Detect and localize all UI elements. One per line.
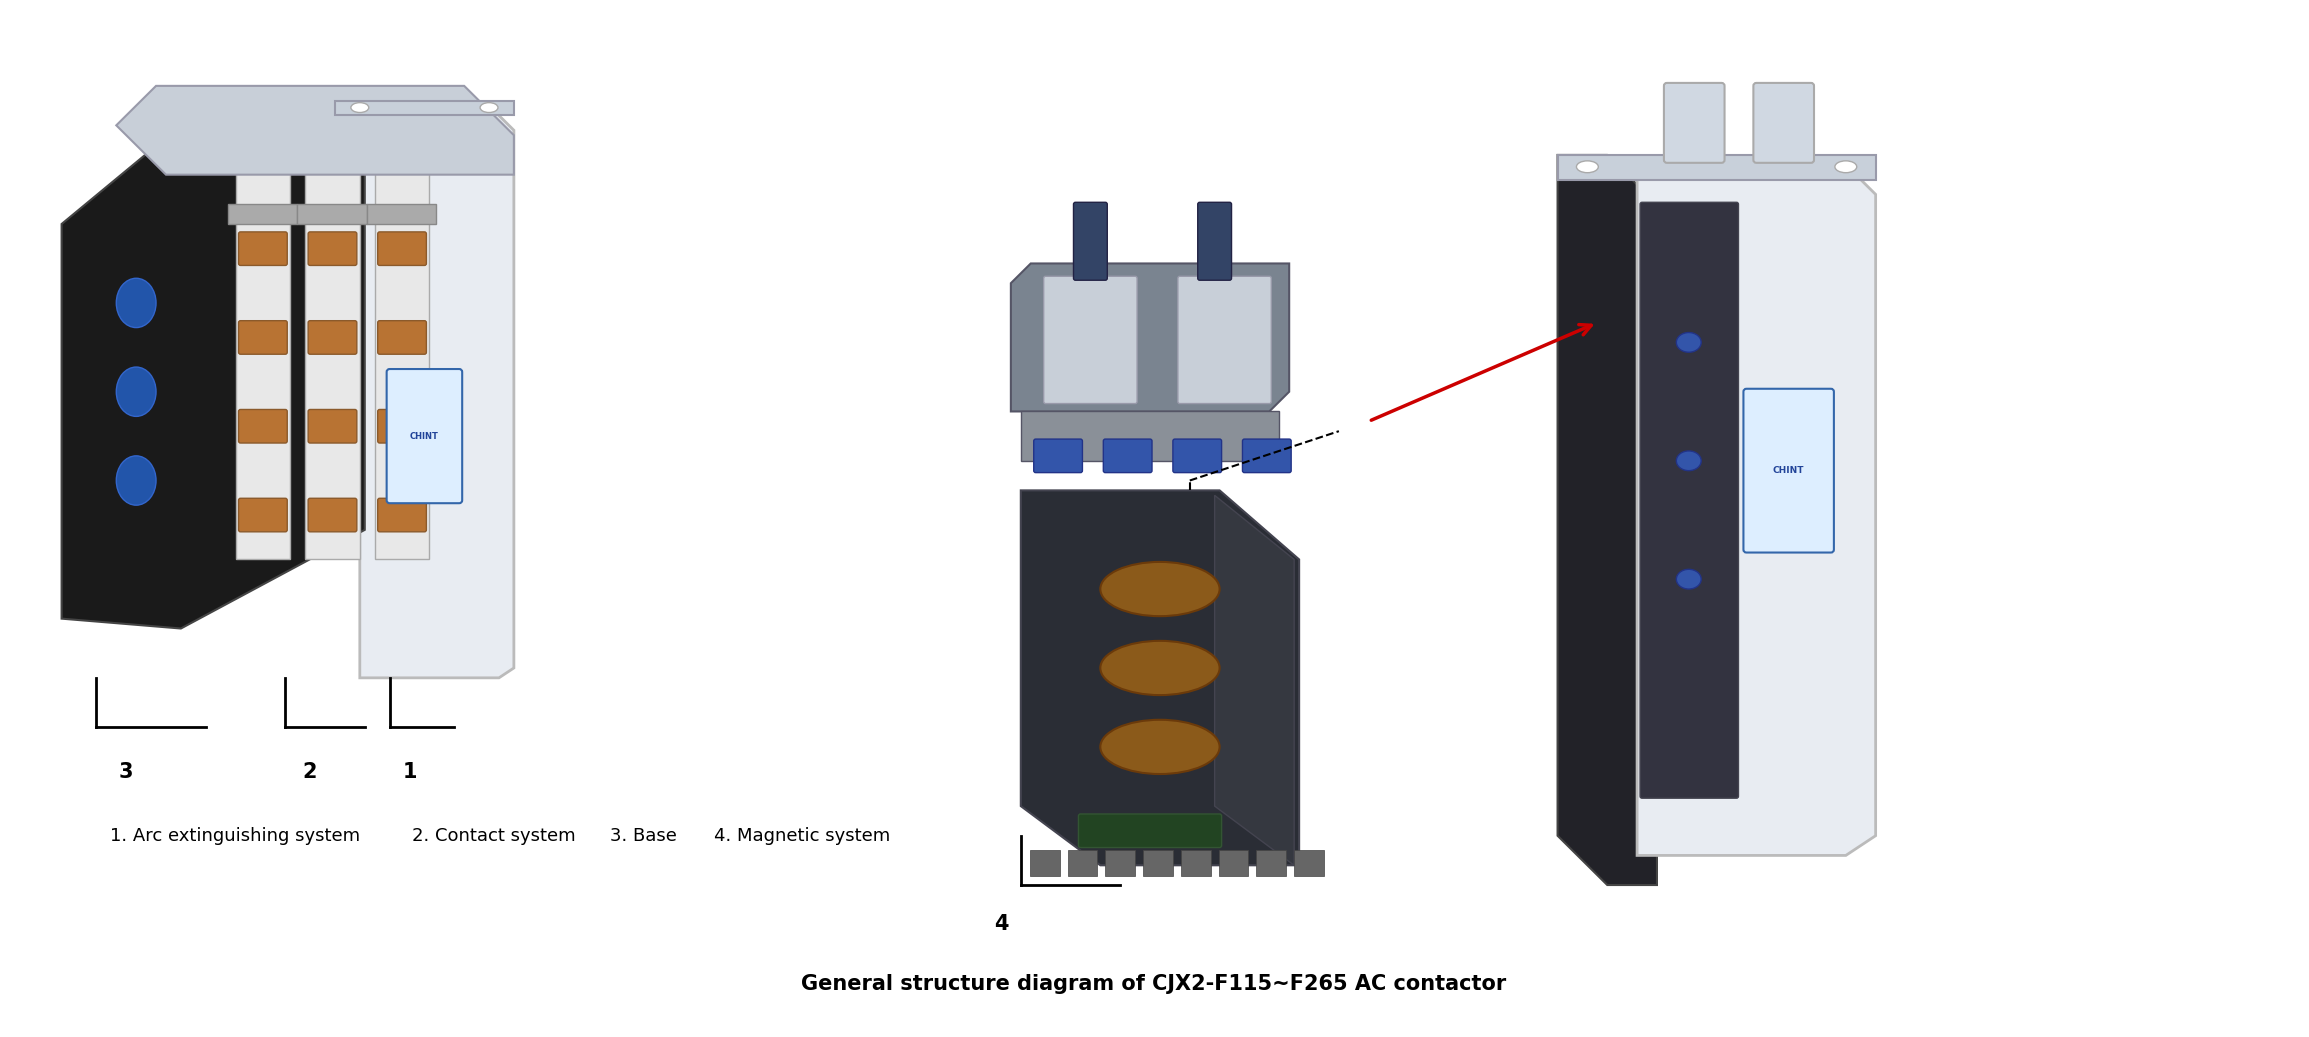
FancyBboxPatch shape [1044, 276, 1136, 403]
Ellipse shape [115, 456, 157, 505]
FancyBboxPatch shape [238, 232, 286, 265]
FancyBboxPatch shape [307, 410, 358, 443]
Ellipse shape [480, 103, 499, 112]
Ellipse shape [115, 367, 157, 417]
Polygon shape [335, 101, 515, 115]
FancyBboxPatch shape [1180, 849, 1210, 876]
Polygon shape [1215, 496, 1293, 865]
FancyBboxPatch shape [1198, 202, 1231, 280]
Polygon shape [374, 165, 429, 559]
Text: 3: 3 [120, 761, 134, 782]
Ellipse shape [1101, 720, 1219, 774]
FancyBboxPatch shape [1173, 439, 1221, 473]
Text: 1: 1 [402, 761, 416, 782]
FancyBboxPatch shape [238, 498, 286, 532]
FancyBboxPatch shape [1078, 814, 1221, 847]
Ellipse shape [1676, 333, 1702, 353]
FancyBboxPatch shape [1242, 439, 1291, 473]
Ellipse shape [1676, 451, 1702, 471]
Polygon shape [115, 86, 515, 174]
FancyBboxPatch shape [1030, 849, 1060, 876]
Polygon shape [1021, 412, 1279, 460]
FancyBboxPatch shape [238, 410, 286, 443]
FancyBboxPatch shape [298, 204, 367, 224]
FancyBboxPatch shape [367, 204, 436, 224]
FancyBboxPatch shape [1219, 849, 1249, 876]
FancyBboxPatch shape [1143, 849, 1173, 876]
FancyBboxPatch shape [1034, 439, 1083, 473]
Text: 1. Arc extinguishing system: 1. Arc extinguishing system [111, 826, 360, 845]
FancyBboxPatch shape [307, 320, 358, 355]
FancyBboxPatch shape [1106, 849, 1136, 876]
Polygon shape [1021, 491, 1300, 865]
Text: CHINT: CHINT [411, 431, 439, 441]
Polygon shape [1559, 155, 1875, 179]
FancyBboxPatch shape [379, 498, 427, 532]
Text: CHINT: CHINT [1773, 467, 1803, 475]
Polygon shape [236, 165, 291, 559]
Polygon shape [360, 106, 515, 678]
Text: 3. Base: 3. Base [610, 826, 677, 845]
FancyBboxPatch shape [379, 320, 427, 355]
Polygon shape [1011, 263, 1288, 412]
FancyBboxPatch shape [1743, 389, 1833, 553]
FancyBboxPatch shape [1665, 83, 1725, 163]
Polygon shape [1559, 155, 1658, 885]
FancyBboxPatch shape [1074, 202, 1108, 280]
Polygon shape [1637, 174, 1875, 856]
Ellipse shape [351, 103, 369, 112]
Ellipse shape [1577, 161, 1598, 173]
FancyBboxPatch shape [1256, 849, 1286, 876]
Text: 4. Magnetic system: 4. Magnetic system [713, 826, 891, 845]
Ellipse shape [1101, 562, 1219, 616]
Ellipse shape [1836, 161, 1856, 173]
FancyBboxPatch shape [229, 204, 298, 224]
Text: 2: 2 [302, 761, 316, 782]
Ellipse shape [1101, 641, 1219, 695]
FancyBboxPatch shape [1067, 849, 1097, 876]
Text: General structure diagram of CJX2-F115~F265 AC contactor: General structure diagram of CJX2-F115~F… [801, 974, 1508, 993]
FancyBboxPatch shape [307, 232, 358, 265]
FancyBboxPatch shape [238, 320, 286, 355]
FancyBboxPatch shape [1293, 849, 1323, 876]
Ellipse shape [115, 278, 157, 328]
FancyBboxPatch shape [379, 232, 427, 265]
FancyBboxPatch shape [379, 410, 427, 443]
Polygon shape [305, 165, 360, 559]
Ellipse shape [1676, 569, 1702, 589]
Text: 2. Contact system: 2. Contact system [413, 826, 575, 845]
FancyBboxPatch shape [1178, 276, 1272, 403]
Text: 4: 4 [993, 915, 1009, 934]
FancyBboxPatch shape [307, 498, 358, 532]
Polygon shape [62, 125, 365, 628]
FancyBboxPatch shape [1639, 202, 1739, 798]
FancyBboxPatch shape [386, 369, 462, 503]
FancyBboxPatch shape [1753, 83, 1815, 163]
FancyBboxPatch shape [1104, 439, 1152, 473]
